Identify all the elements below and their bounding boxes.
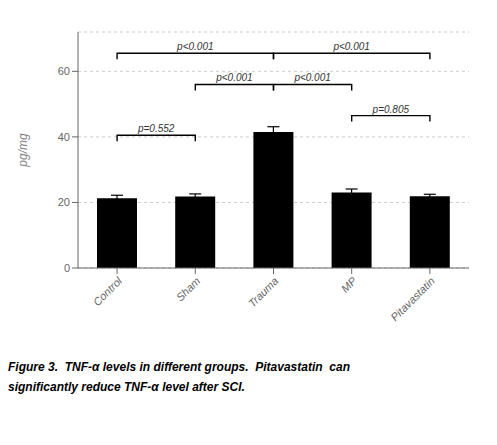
svg-text:60: 60 <box>58 65 70 77</box>
svg-text:p<0.001: p<0.001 <box>215 72 252 83</box>
svg-text:20: 20 <box>58 196 70 208</box>
svg-text:MP: MP <box>339 274 360 295</box>
svg-text:pg/mg: pg/mg <box>16 133 30 168</box>
html-text:significantly reduce TNF-α lev: significantly reduce TNF-α level after S… <box>8 380 245 394</box>
svg-text:40: 40 <box>58 131 70 143</box>
html-text:Figure 3. TNF-α levels in diff: Figure 3. TNF-α levels in different grou… <box>8 360 350 374</box>
svg-text:Control: Control <box>91 274 125 308</box>
svg-text:Trauma: Trauma <box>246 275 281 310</box>
svg-text:p=0.805: p=0.805 <box>372 104 410 115</box>
svg-text:Sham: Sham <box>174 275 203 304</box>
svg-text:p=0.552: p=0.552 <box>137 123 175 134</box>
svg-text:0: 0 <box>64 262 70 274</box>
svg-text:p<0.001: p<0.001 <box>176 41 213 52</box>
svg-text:p<0.001: p<0.001 <box>293 72 330 83</box>
svg-text:p<0.001: p<0.001 <box>332 41 369 52</box>
svg-text:Pitavastatin: Pitavastatin <box>388 275 437 324</box>
